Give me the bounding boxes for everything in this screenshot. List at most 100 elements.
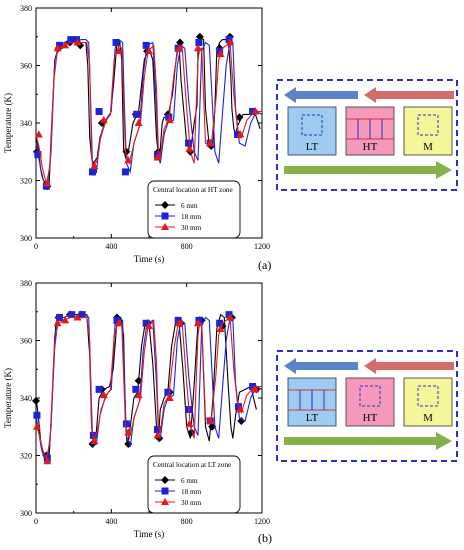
top-arrow-right-section bbox=[364, 87, 454, 103]
data-point bbox=[175, 319, 184, 327]
chart-a: 300 320 340 360 380 0 400 800 1200 Time (s) Temper… bbox=[3, 4, 270, 264]
top-arrow-left-section bbox=[284, 358, 358, 374]
data-point bbox=[216, 47, 224, 55]
legend-title: Central location at HT zone bbox=[153, 186, 233, 194]
data-point bbox=[133, 110, 141, 118]
legend-entry: 6 mm bbox=[181, 202, 198, 210]
data-point bbox=[32, 422, 41, 430]
legend-box bbox=[147, 455, 241, 514]
series-line bbox=[35, 38, 263, 188]
data-point bbox=[174, 316, 182, 324]
y-tick-label: 360 bbox=[20, 62, 32, 71]
schematic-frame bbox=[276, 79, 458, 191]
dashed-square bbox=[301, 114, 323, 136]
y-tick-label: 380 bbox=[20, 4, 32, 13]
data-point bbox=[43, 179, 52, 187]
data-point bbox=[195, 39, 203, 46]
data-point bbox=[124, 428, 133, 436]
x-tick-label: 1200 bbox=[254, 242, 270, 251]
data-point bbox=[142, 319, 150, 327]
schematic-a: LT HT M bbox=[276, 79, 458, 191]
data-point bbox=[32, 396, 40, 405]
data-point bbox=[68, 311, 76, 319]
data-point bbox=[99, 115, 108, 124]
x-tick-label: 800 bbox=[181, 242, 193, 251]
data-point bbox=[176, 38, 185, 47]
zone-lt: LT bbox=[287, 106, 337, 156]
zone-label: LT bbox=[306, 412, 319, 424]
x-tick-label: 400 bbox=[105, 517, 117, 526]
zone-lt: LT bbox=[287, 377, 337, 427]
legend-entry: 18 mm bbox=[181, 213, 202, 221]
data-point bbox=[121, 168, 129, 176]
zone-label: HT bbox=[363, 141, 378, 153]
x-axis-label: Time (s) bbox=[134, 254, 164, 264]
data-point bbox=[251, 107, 260, 115]
data-point bbox=[56, 314, 64, 321]
data-point bbox=[132, 385, 140, 393]
x-tick-label: 0 bbox=[34, 242, 38, 251]
data-point bbox=[208, 422, 217, 431]
data-point bbox=[249, 108, 257, 115]
zone-m: M bbox=[403, 106, 453, 156]
data-point bbox=[175, 44, 184, 52]
data-point bbox=[67, 36, 75, 44]
legend-entry: 18 mm bbox=[181, 488, 202, 496]
data-point bbox=[236, 130, 245, 138]
y-tick-label: 340 bbox=[20, 119, 32, 128]
data-point bbox=[114, 319, 123, 327]
data-point bbox=[134, 118, 143, 126]
data-point bbox=[73, 313, 82, 321]
data-point bbox=[114, 46, 123, 55]
data-point bbox=[72, 36, 80, 44]
schematic-b: LT HT M bbox=[276, 350, 458, 462]
legend-marker bbox=[161, 222, 169, 230]
data-point bbox=[99, 390, 108, 399]
data-point bbox=[235, 113, 244, 122]
x-tick-label: 800 bbox=[181, 517, 193, 526]
zone-label: LT bbox=[306, 141, 319, 153]
data-point bbox=[251, 385, 260, 393]
series-line bbox=[35, 35, 261, 184]
dashed-square bbox=[359, 385, 381, 407]
data-point bbox=[225, 313, 234, 321]
zone-label: M bbox=[423, 412, 433, 424]
x-axis-label: Time (s) bbox=[134, 529, 164, 539]
data-point bbox=[249, 383, 257, 390]
data-point bbox=[53, 44, 62, 52]
data-point bbox=[153, 426, 161, 434]
schematic-frame bbox=[276, 350, 458, 462]
data-point bbox=[90, 161, 99, 170]
y-tick-label: 300 bbox=[20, 234, 32, 243]
data-point bbox=[185, 144, 194, 152]
panel-label-b: (b) bbox=[258, 531, 272, 545]
data-point bbox=[145, 46, 153, 55]
zone-m: M bbox=[403, 377, 453, 427]
x-tick-label: 0 bbox=[34, 517, 38, 526]
series-18-mm bbox=[34, 36, 263, 190]
data-point bbox=[195, 316, 203, 324]
data-point bbox=[225, 311, 233, 319]
y-tick-label: 340 bbox=[20, 394, 32, 403]
data-point bbox=[56, 41, 64, 49]
data-point bbox=[33, 411, 41, 419]
y-axis-label: Temperature (K) bbox=[3, 93, 13, 153]
top-arrow-right-section bbox=[364, 358, 454, 374]
data-point bbox=[90, 436, 99, 445]
series-6-mm bbox=[32, 32, 261, 191]
data-point bbox=[225, 36, 233, 44]
data-point bbox=[237, 417, 246, 425]
data-point bbox=[142, 41, 150, 49]
data-point bbox=[185, 419, 194, 427]
legend-entry: 6 mm bbox=[181, 477, 198, 485]
data-point bbox=[153, 153, 162, 161]
y-axis-label: Temperature (K) bbox=[3, 368, 13, 428]
top-arrow-left-section bbox=[284, 87, 358, 103]
bottom-arrow bbox=[284, 432, 452, 450]
data-point bbox=[216, 324, 225, 332]
legend-entry: 30 mm bbox=[181, 499, 202, 507]
data-point bbox=[185, 139, 193, 147]
series-30-mm bbox=[34, 38, 262, 187]
legend-entry: 30 mm bbox=[181, 224, 202, 232]
zone-label: M bbox=[423, 141, 433, 153]
